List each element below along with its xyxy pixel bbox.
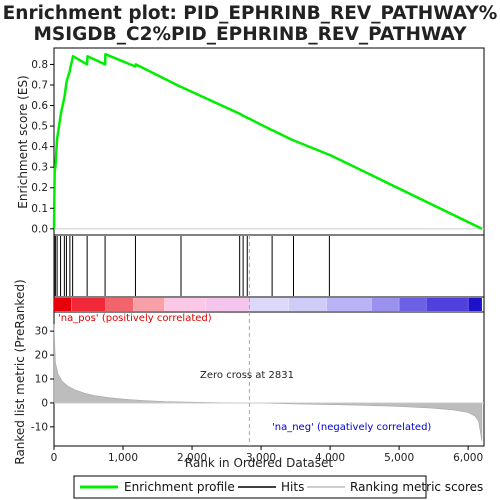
x-tick-label: 5,000 (384, 452, 414, 464)
metric-y-tick-label: 20 (35, 350, 48, 362)
gradient-segment (205, 298, 250, 311)
x-tick-label: 3,000 (246, 452, 276, 464)
es-y-tick-label: 0.7 (31, 79, 48, 91)
pos-correlated-label: 'na_pos' (positively correlated) (58, 313, 212, 324)
es-y-tick-label: 0.8 (31, 59, 48, 71)
gradient-segment (371, 298, 400, 311)
neg-correlated-label: 'na_neg' (negatively correlated) (272, 422, 431, 433)
enrichment-profile-layer (52, 52, 483, 230)
x-tick-label: 4,000 (315, 452, 345, 464)
ranking-metric-area (53, 323, 483, 442)
es-y-tick-label: 0.6 (31, 100, 48, 112)
x-tick-label: 0 (51, 452, 58, 464)
gradient-segment (326, 298, 372, 311)
gradient-segment (54, 298, 72, 311)
es-y-tick-label: 0.4 (31, 141, 48, 153)
metric-y-axis-label: Ranked list metric (PreRanked) (13, 279, 27, 464)
es-y-tick-label: 0.2 (31, 182, 48, 194)
hits-layer (53, 236, 330, 296)
metric-layer (53, 235, 484, 446)
legend-metric-label: Ranking metric scores (350, 480, 483, 494)
x-tick-label: 2,000 (177, 452, 207, 464)
es-y-tick-label: 0.3 (31, 162, 48, 174)
zero-cross-label: Zero cross at 2831 (200, 370, 294, 381)
gradient-segment (71, 298, 106, 311)
es-panel (53, 47, 485, 236)
enrichment-profile-line (52, 52, 483, 230)
es-y-tick-label: 0.1 (31, 203, 48, 215)
chart-title-line2: MSIGDB_C2%PID_EPHRINB_REV_PATHWAY (34, 24, 468, 45)
axes-layer: 0.0 0.1 0.2 0.3 0.4 0.5 0.6 0.7 0.8 30 20 10 0 -10 0 1,… (31, 59, 483, 464)
gradient-segment (288, 298, 327, 311)
x-tick-label: 1,000 (108, 452, 138, 464)
gradient-segment (399, 298, 427, 311)
hits-panel (53, 234, 485, 298)
gradient-segment (105, 298, 134, 311)
x-tick-label: 6,000 (453, 452, 483, 464)
chart-title-line1: Enrichment plot: PID_EPHRINB_REV_PATHWAY… (3, 3, 498, 24)
gradient-segment (133, 298, 165, 311)
legend-profile-label: Enrichment profile (124, 480, 235, 494)
es-y-tick-label: 0.5 (31, 121, 48, 133)
gradient-segment (468, 298, 482, 311)
gradient-segment (249, 298, 289, 311)
metric-y-tick-label: 30 (35, 326, 48, 338)
metric-y-tick-label: 0 (41, 397, 48, 409)
es-y-tick-label: 0.0 (31, 223, 48, 235)
metric-panel (53, 311, 485, 447)
gradient-segment (426, 298, 469, 311)
metric-y-tick-label: 10 (35, 374, 48, 386)
x-axis-label: Rank in Ordered Dataset (185, 456, 333, 470)
gradient-bar-layer (54, 298, 482, 311)
legend: Enrichment profile Hits Ranking metric s… (73, 475, 483, 499)
gradient-segment (164, 298, 206, 311)
legend-hits-label: Hits (281, 480, 304, 494)
es-y-axis-label: Enrichment score (ES) (16, 75, 30, 208)
metric-y-tick-label: -10 (31, 421, 48, 433)
